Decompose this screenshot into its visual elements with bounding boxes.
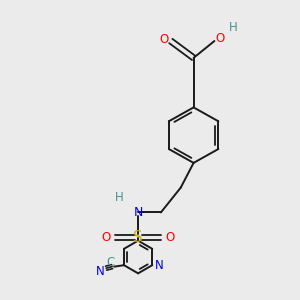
Text: H: H xyxy=(114,191,123,204)
Text: O: O xyxy=(101,231,110,244)
Text: O: O xyxy=(166,231,175,244)
Text: N: N xyxy=(154,259,163,272)
Text: O: O xyxy=(160,33,169,46)
Text: O: O xyxy=(215,32,224,44)
Text: C: C xyxy=(106,256,115,269)
Text: N: N xyxy=(134,206,143,219)
Text: S: S xyxy=(134,230,143,245)
Text: H: H xyxy=(229,21,237,34)
Text: N: N xyxy=(96,265,105,278)
